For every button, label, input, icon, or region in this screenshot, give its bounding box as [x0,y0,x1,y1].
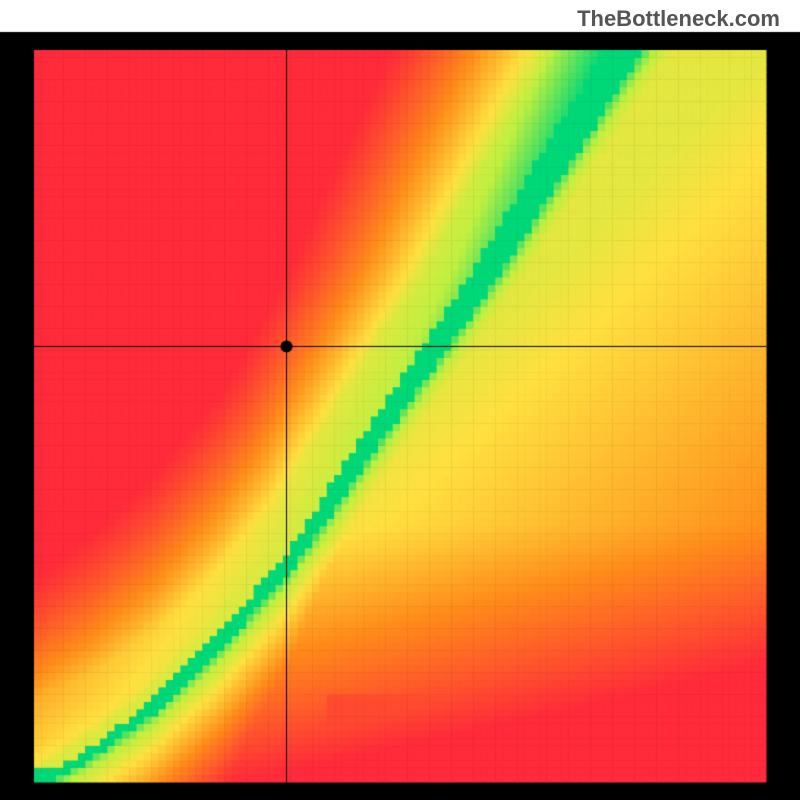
heatmap-canvas [0,0,800,800]
watermark-text: TheBottleneck.com [577,6,780,32]
chart-container: TheBottleneck.com [0,0,800,800]
